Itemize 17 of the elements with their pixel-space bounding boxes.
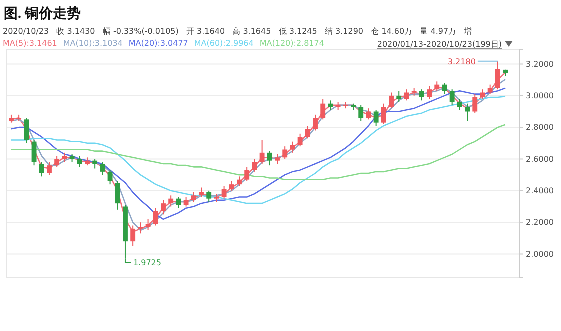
y-tick-label: 2.6000 [526, 154, 554, 164]
text: 2020/01/13-2020/10/23(199日) [377, 40, 502, 49]
text: MA(60):2.9964 [194, 39, 254, 48]
y-tick-label: 2.8000 [526, 123, 554, 132]
y-tick-label: 3.2000 [526, 60, 554, 69]
y-tick-label: 2.0000 [526, 250, 554, 259]
text: MA(20):3.0477 [128, 39, 188, 48]
annotation: 1.9725 [133, 258, 162, 268]
annotation: 3.2180 [448, 57, 476, 66]
y-tick-label: 2.4000 [526, 186, 554, 196]
y-tick-label: 2.2000 [526, 218, 554, 228]
text: 2020/10/23 收 3.1430 幅 -0.33%(-0.0105) 开 3.1640 高 3.1645 低 3.1245 结 3.1290 仓 14.60万 量 4.97万 增 [3, 27, 472, 36]
text: MA(120):2.8174 [260, 39, 324, 48]
chart-title: 图. 铜价走势 [4, 6, 81, 22]
text: MA(10):3.1034 [63, 39, 123, 48]
text: MA(5):3.1461 [3, 39, 58, 48]
y-tick-label: 3.0000 [526, 91, 554, 100]
